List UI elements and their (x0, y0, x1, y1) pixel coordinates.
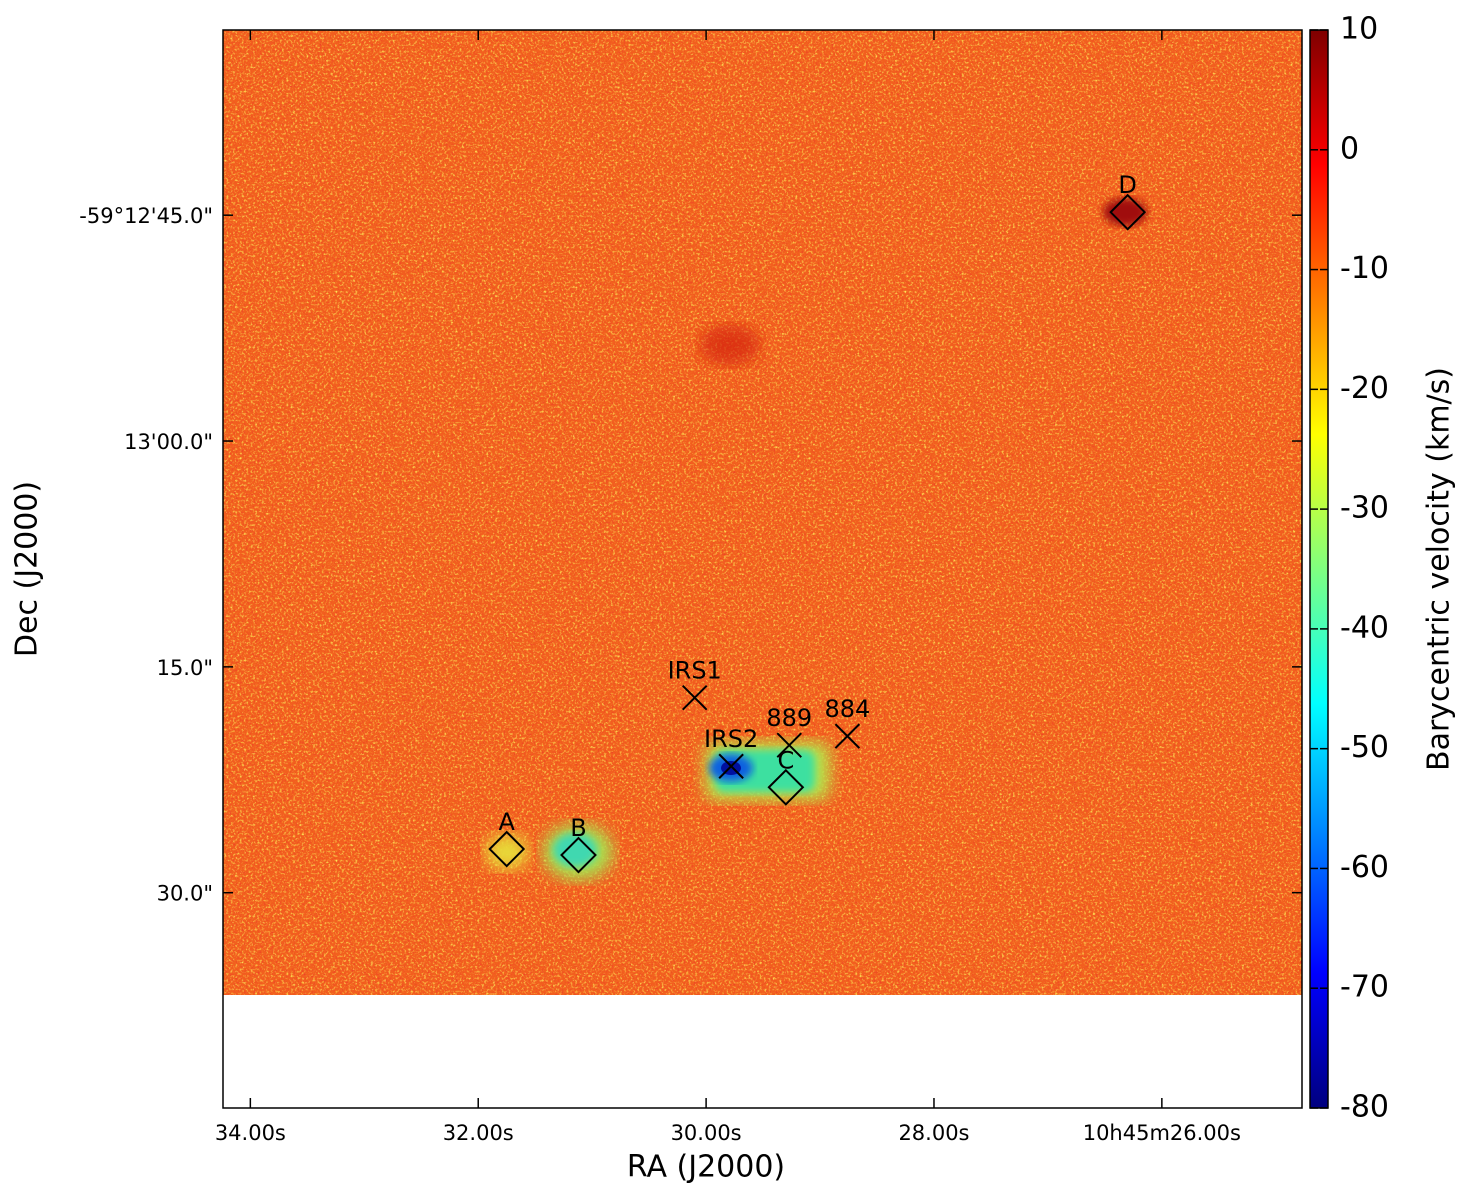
marker-label: IRS1 (668, 657, 722, 685)
x-tick-label: 34.00s (215, 1121, 286, 1145)
x-tick-label: 32.00s (443, 1121, 514, 1145)
y-tick-label: -59°12'45.0" (79, 204, 213, 228)
plot-frame (222, 29, 1303, 1109)
x-tick-label: 10h45m26.00s (1083, 1121, 1241, 1145)
marker-label: 884 (824, 695, 870, 723)
cross-marker (681, 685, 708, 711)
diamond-marker (488, 830, 526, 868)
y-tick-label: 15.0" (157, 656, 213, 680)
marker-label: IRS2 (704, 725, 758, 753)
colorbar-label: Barycentric velocity (km/s) (1422, 367, 1457, 771)
cross-marker (776, 732, 802, 758)
colorbar-tick-label: -60 (1340, 850, 1389, 885)
cross-marker (834, 723, 861, 749)
colorbar-tick-label: -40 (1340, 610, 1389, 645)
colorbar-tick-label: -80 (1340, 1090, 1389, 1125)
colorbar-tick-label: -30 (1340, 491, 1389, 526)
colorbar-tick-label: 10 (1340, 12, 1378, 47)
marker-label: B (570, 814, 586, 842)
marker-label: D (1118, 171, 1136, 199)
colorbar-tick-label: 0 (1340, 131, 1359, 166)
no-data-region (223, 995, 1302, 1108)
marker-label: 889 (766, 704, 812, 732)
velocity-map (223, 30, 1302, 995)
x-axis-label: RA (J2000) (627, 1150, 785, 1185)
colorbar-tick-label: -50 (1340, 730, 1389, 765)
marker-label: C (777, 746, 794, 774)
colorbar-tick-label: -70 (1340, 970, 1389, 1005)
colorbar-tick-label: -10 (1340, 251, 1389, 286)
diamond-marker (767, 768, 805, 806)
cross-marker (718, 753, 744, 779)
x-tick-label: 30.00s (671, 1121, 742, 1145)
colorbar (1309, 29, 1329, 1109)
diamond-marker (1109, 193, 1147, 231)
y-tick-label: 30.0" (157, 882, 213, 906)
x-tick-label: 28.00s (898, 1121, 969, 1145)
y-axis-label: Dec (J2000) (10, 481, 45, 657)
marker-label: A (498, 808, 515, 836)
diamond-marker (560, 836, 597, 874)
colorbar-tick-label: -20 (1340, 371, 1389, 406)
map-noise (223, 30, 1302, 995)
y-tick-label: 13'00.0" (124, 430, 213, 454)
